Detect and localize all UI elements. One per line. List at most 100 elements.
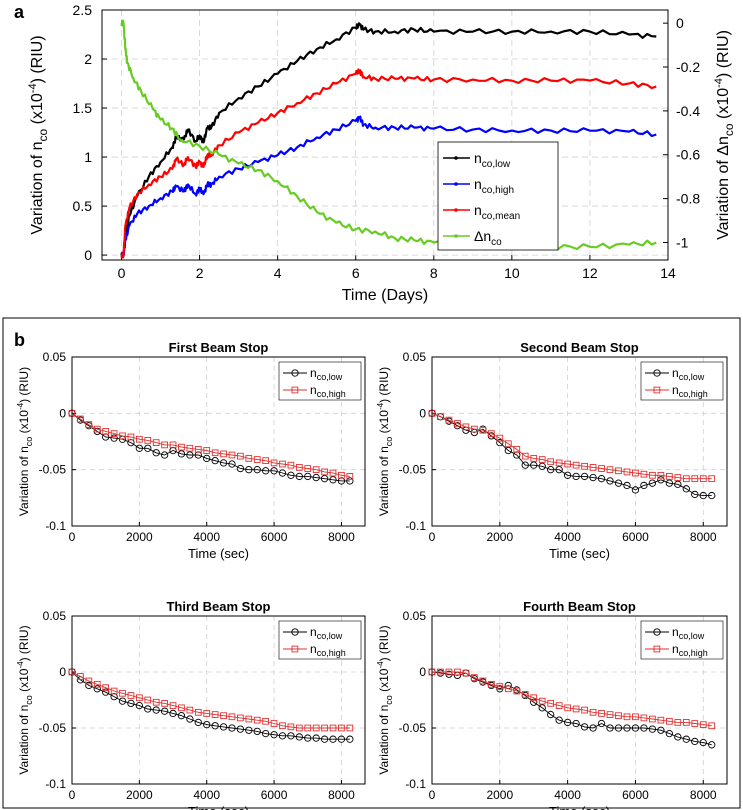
chart-b2-point-low [708, 491, 716, 500]
chart-b1-x-tick-label: 2000 [126, 530, 153, 544]
chart-a-y-left-axis-label-tail: (x10 [29, 93, 46, 129]
chart-b4-point-high [666, 717, 673, 725]
chart-b1-y-axis-label-main: Variation of n [17, 446, 31, 516]
chart-b2-point-low [665, 479, 674, 487]
chart-a-series-line-co-mean [120, 68, 657, 259]
chart-b1-legend-label-sub: co,low [317, 372, 343, 382]
chart-b2-legend-label: nco,high [672, 383, 708, 399]
chart-b3-point-high [245, 715, 253, 723]
chart-b1-point-low [144, 444, 152, 452]
chart-b2-point-high [454, 420, 461, 427]
chart-b4-point-high [615, 712, 622, 720]
chart-b3-point-high [329, 724, 337, 732]
chart-b1-legend-marker [291, 369, 299, 377]
chart-b2-point-high [471, 425, 478, 433]
chart-b1-point-low [211, 457, 219, 465]
chart-b2-point-high [487, 430, 495, 437]
chart-b2-title: Second Beam Stop [520, 340, 639, 355]
chart-b4-point-high [623, 713, 631, 721]
chart-b4-point-high [572, 705, 580, 713]
chart-a-series-line-co-low [120, 22, 657, 259]
chart-b1-point-low [295, 472, 303, 481]
chart-b4-legend-label-name: n [672, 625, 679, 639]
chart-b2-point-high [623, 468, 631, 476]
chart-b2-point-high [530, 455, 538, 462]
chart-a-legend-label: Δnco [474, 228, 502, 248]
chart-a-x-tick-label: 6 [352, 265, 360, 281]
chart-b4-point-low [572, 719, 580, 728]
chart-b2-point-high [632, 469, 639, 477]
chart-b4-y-axis-label: Variation of nco (x10-4) (RIU) [376, 625, 394, 774]
chart-b3-point-high [77, 673, 84, 680]
chart-b3-point-low [93, 685, 101, 693]
chart-b4-point-low [708, 741, 716, 749]
chart-b3-y-axis-label-sub: co [24, 695, 34, 705]
chart-b3-point-high [211, 711, 219, 718]
chart-b3-point-high [304, 724, 312, 732]
chart-a-x-tick-label: 8 [430, 265, 438, 281]
chart-b4-point-high [598, 710, 605, 717]
chart-b4-point-high [589, 708, 597, 716]
chart-b3-point-high [93, 680, 101, 688]
chart-a-y-right-tick-label: -0.2 [676, 59, 700, 75]
chart-b3-y-tick-label: 0.05 [43, 609, 67, 623]
chart-a-plot-area [102, 10, 668, 260]
chart-a: 0 2 4 6 8 10 12 14 0 0.5 1 1.5 2 2.5 0 -0.2 -0.4 -0.6 -0.8… [27, 2, 736, 304]
chart-b4-title: Fourth Beam Stop [523, 599, 636, 614]
chart-b3-legend-label: nco,low [310, 625, 343, 641]
chart-b1-point-high [85, 421, 93, 428]
chart-b3-point-low [346, 735, 354, 743]
chart-b1-y-tick-label: 0 [59, 406, 66, 420]
chart-b3-x-tick-label: 4000 [193, 788, 220, 802]
chart-b1-point-low [169, 446, 177, 455]
chart-b3-point-low [287, 732, 295, 740]
chart-b4-y-axis-label-exp: -4 [376, 661, 385, 669]
chart-b3-point-low [110, 692, 118, 701]
chart-b3-x-axis-label: Time (sec) [188, 804, 249, 810]
chart-b3-x-tick-label: 8000 [328, 788, 355, 802]
chart-a-y-left-axis-label-sub: co [36, 128, 50, 141]
chart-b3-point-low [320, 735, 329, 743]
chart-b1-series-line-co-high [71, 412, 350, 477]
chart-b1-point-low [261, 467, 270, 475]
chart-b1-point-low [320, 475, 329, 483]
chart-b2-point-high [572, 461, 580, 469]
chart-b3-point-high [321, 724, 328, 732]
chart-b4-point-low [563, 718, 572, 727]
chart-b4-legend-label-sub: co,high [679, 648, 708, 658]
chart-a-legend-label: nco,mean [474, 202, 520, 222]
chart-b3-legend-label-name: n [310, 625, 317, 639]
chart-b1-point-low [194, 451, 202, 459]
chart-a-y-left-axis-label: Variation of nco (x10-4) (RIU) [27, 35, 50, 234]
chart-b1-point-high [279, 460, 286, 468]
chart-b2-point-low [597, 475, 606, 483]
chart-b3-point-low [194, 718, 202, 727]
chart-b1-x-tick-label: 0 [69, 530, 76, 544]
chart-b4-point-low [606, 724, 614, 732]
chart-b2-x-tick-label: 6000 [622, 530, 649, 544]
chart-b1-point-low [278, 469, 287, 477]
chart-b1-point-low [102, 433, 110, 441]
chart-b4-point-high [699, 721, 707, 728]
chart-b4-point-high [649, 715, 656, 723]
chart-b2-point-high [479, 426, 487, 434]
chart-b1-y-axis-label: Variation of nco (x10-4) (RIU) [16, 367, 34, 516]
chart-b3-point-high [161, 700, 168, 707]
chart-b3-legend-label-sub: co,low [317, 631, 343, 641]
chart-a-x-axis-label: Time (Days) [342, 287, 429, 304]
chart-b1-point-high [253, 456, 261, 463]
chart-b2-point-low [589, 473, 597, 482]
chart-b1-point-high [203, 447, 211, 454]
chart-b4-point-high [564, 704, 571, 712]
chart-a-x-tick-label: 10 [504, 265, 520, 281]
chart-b1-x-tick-label: 6000 [261, 530, 288, 544]
chart-b3-point-high [127, 692, 135, 699]
chart-b2-point-low [521, 461, 529, 469]
chart-b4-legend-marker [653, 628, 661, 636]
chart-a-y-left-tick-label: 2.5 [73, 2, 93, 18]
chart-b1-point-high [237, 452, 244, 460]
chart-b4-point-low [640, 724, 648, 732]
chart-b1-point-low [329, 476, 337, 484]
chart-a-x-tick-label: 2 [196, 265, 204, 281]
chart-a-y-left-tick-label: 2 [84, 51, 92, 67]
